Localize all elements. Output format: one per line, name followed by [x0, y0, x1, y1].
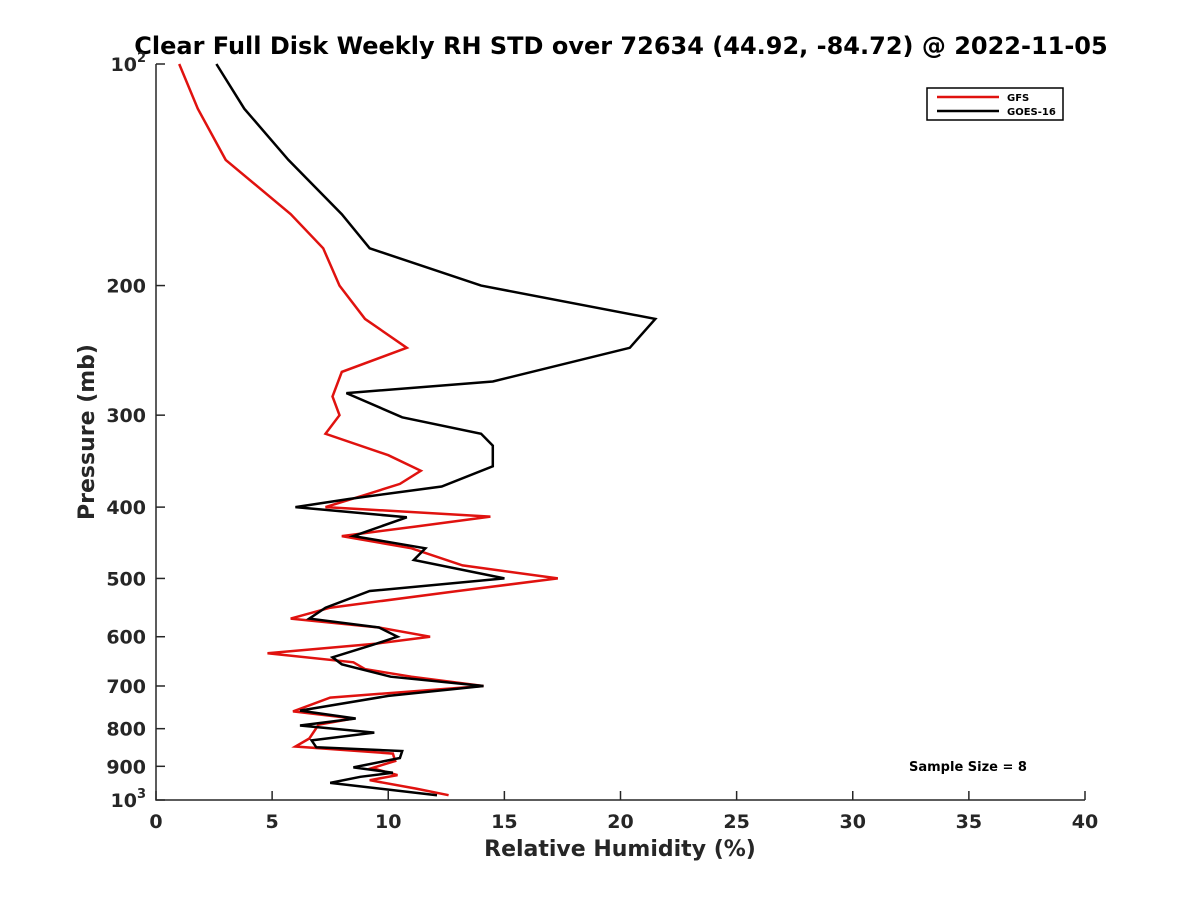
series-line-goes16: [215, 63, 658, 797]
x-tick-label: 5: [266, 811, 279, 833]
x-tick-label: 15: [491, 811, 517, 833]
y-tick-label: 103: [111, 787, 147, 812]
y-tick-base: 10: [111, 790, 137, 812]
y-tick-base: 10: [111, 54, 137, 76]
y-tick-exponent: 3: [137, 787, 146, 802]
y-tick-label: 900: [106, 756, 146, 778]
x-tick-label: 20: [607, 811, 633, 833]
y-tick-label: 102: [111, 51, 147, 76]
y-tick-label: 800: [106, 719, 146, 741]
y-tick-label: 300: [106, 405, 146, 427]
y-tick-label: 400: [106, 497, 146, 519]
x-tick-label: 30: [840, 811, 866, 833]
legend-label-goes16: GOES-16: [1007, 107, 1056, 118]
legend-label-gfs: GFS: [1007, 93, 1029, 104]
x-axis: 0 5 10 15 20 25 30 35 40: [149, 791, 1098, 833]
x-tick-label: 35: [956, 811, 982, 833]
y-tick-exponent: 2: [137, 51, 146, 66]
y-tick-label: 200: [106, 276, 146, 298]
chart-title: Clear Full Disk Weekly RH STD over 72634…: [134, 32, 1107, 60]
y-tick-label: 700: [106, 676, 146, 698]
y-tick-label: 600: [106, 627, 146, 649]
series-line-gfs: [178, 63, 558, 797]
x-tick-label: 10: [375, 811, 401, 833]
x-tick-label: 40: [1072, 811, 1098, 833]
x-axis-label: Relative Humidity (%): [484, 837, 756, 862]
series-lines: [178, 63, 658, 797]
y-axis-label: Pressure (mb): [75, 344, 100, 520]
legend: GFS GOES-16: [926, 87, 1064, 121]
legend-box: [926, 87, 1064, 121]
sample-size-annotation: Sample Size = 8: [909, 760, 1027, 775]
y-tick-label: 500: [106, 568, 146, 590]
x-tick-label: 25: [723, 811, 749, 833]
x-tick-label: 0: [149, 811, 162, 833]
